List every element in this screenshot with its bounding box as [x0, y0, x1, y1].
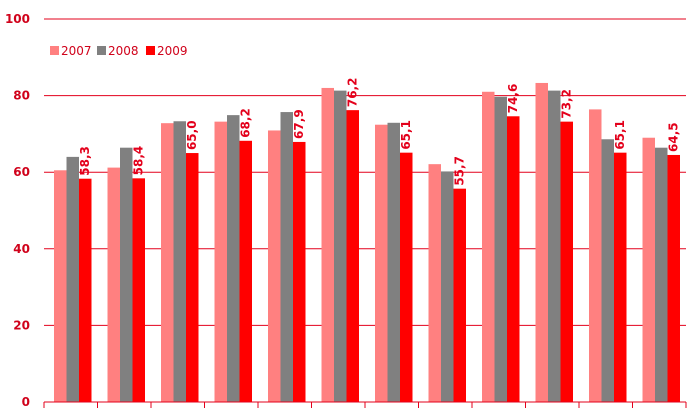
bar-2008-11 [655, 147, 668, 402]
legend-swatch-2009 [146, 46, 155, 55]
legend-label: 2007 [61, 44, 92, 58]
bar-2008-6 [387, 122, 400, 402]
bar-2009-1 [132, 178, 145, 402]
gridlines [44, 18, 686, 326]
data-label: 67,9 [292, 109, 306, 139]
data-label: 74,6 [506, 84, 520, 114]
bar-2009-8 [507, 116, 520, 403]
legend: 2007 2008 2009 [50, 44, 188, 58]
bar-2007-4 [268, 130, 281, 402]
bar-2009-9 [560, 121, 573, 403]
y-tick-label: 100 [5, 12, 30, 26]
bar-2009-0 [79, 178, 92, 402]
data-label: 73,2 [560, 89, 574, 119]
bar-2007-9 [535, 82, 548, 402]
bar-2007-3 [214, 121, 227, 403]
y-axis-tick-labels: 0 20 40 60 80 100 [5, 12, 30, 409]
data-label: 76,2 [346, 78, 360, 108]
data-label: 58,4 [132, 146, 146, 176]
x-axis [43, 401, 687, 408]
bar-2007-2 [161, 123, 174, 403]
bar-2007-11 [642, 137, 655, 403]
bar-2008-3 [227, 115, 240, 403]
bar-2008-1 [120, 147, 133, 402]
bar-2008-7 [441, 171, 454, 402]
data-label: 65,1 [613, 120, 627, 150]
bar-2007-5 [321, 87, 334, 402]
bar-2009-3 [239, 140, 252, 402]
y-tick-label: 20 [13, 318, 30, 332]
bar-2007-6 [375, 124, 388, 402]
data-label: 65,1 [399, 120, 413, 150]
bar-2009-6 [400, 152, 413, 402]
bar-2008-0 [66, 156, 79, 402]
bar-2007-8 [482, 91, 495, 403]
data-label: 65,0 [185, 120, 199, 150]
legend-swatch-2007 [50, 46, 59, 55]
bar-2007-7 [428, 164, 441, 402]
bar-2007-0 [54, 170, 67, 402]
bar-2009-7 [453, 188, 466, 402]
y-tick-label: 80 [13, 89, 30, 103]
bars [54, 82, 680, 403]
bar-2009-11 [667, 154, 680, 402]
y-tick-label: 40 [13, 242, 30, 256]
legend-label: 2008 [108, 44, 139, 58]
bar-2007-1 [107, 167, 120, 402]
bar-2009-2 [186, 153, 199, 402]
bar-2008-8 [494, 96, 507, 403]
data-label: 58,3 [78, 146, 92, 176]
bar-2008-2 [173, 121, 186, 403]
data-label: 64,5 [667, 122, 681, 152]
bar-2008-4 [280, 112, 293, 402]
bar-2007-10 [589, 109, 602, 402]
legend-label: 2009 [157, 44, 188, 58]
bar-2008-10 [601, 139, 614, 402]
data-label: 55,7 [453, 156, 467, 186]
bar-2009-4 [293, 141, 306, 402]
bar-2009-10 [614, 152, 627, 402]
bar-2009-5 [346, 110, 359, 403]
y-tick-label: 0 [22, 395, 30, 409]
data-labels: 58,3 58,4 65,0 68,2 67,9 76,2 65,1 55,7 74,6 73,2… [78, 78, 681, 186]
bar-2008-5 [334, 90, 347, 402]
legend-swatch-2008 [97, 46, 106, 55]
y-tick-label: 60 [13, 165, 30, 179]
data-label: 68,2 [239, 108, 253, 138]
bar-2008-9 [548, 90, 561, 402]
